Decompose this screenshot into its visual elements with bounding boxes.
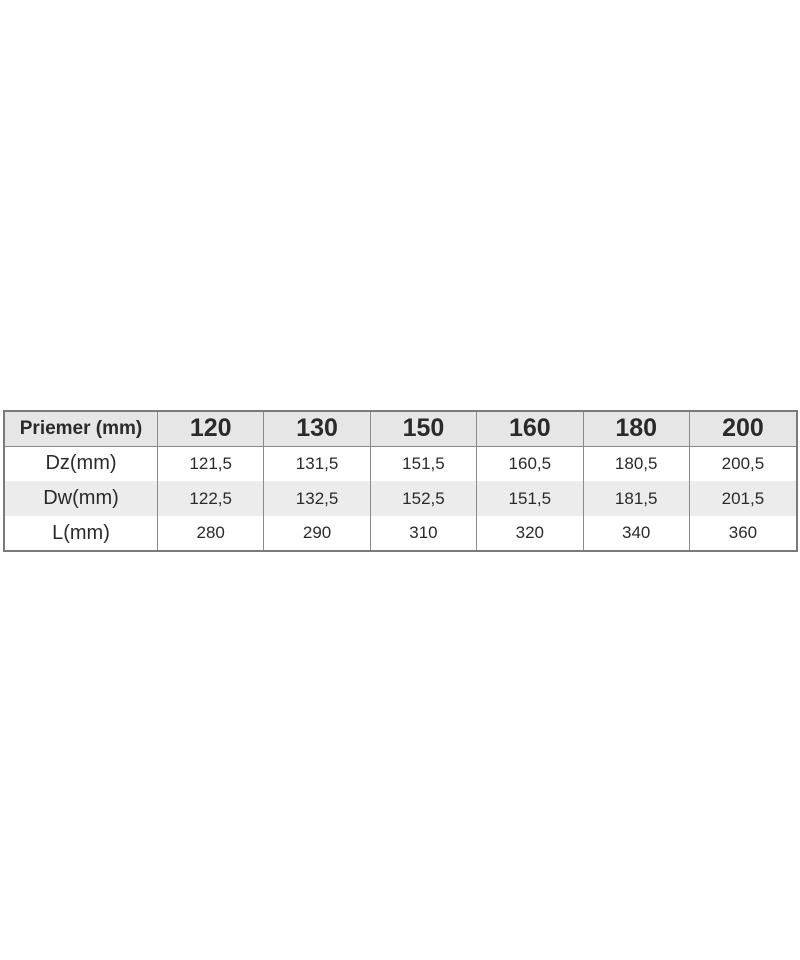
- table-cell: 340: [582, 516, 690, 551]
- table-cell: 310: [369, 516, 478, 551]
- header-cell: 200: [688, 411, 798, 447]
- table-cell: 152,5: [369, 481, 478, 516]
- table-cell: 320: [476, 516, 584, 551]
- table-cell: 151,5: [369, 446, 478, 481]
- table-cell: 280: [156, 516, 265, 551]
- table-cell: 180,5: [582, 446, 690, 481]
- table-cell: 360: [688, 516, 798, 551]
- header-cell: 180: [582, 411, 690, 447]
- table-cell: 122,5: [156, 481, 265, 516]
- table-cell: 131,5: [263, 446, 371, 481]
- header-cell: 160: [476, 411, 584, 447]
- table-cell: 121,5: [156, 446, 265, 481]
- header-cell: 120: [156, 411, 265, 447]
- table-cell: 290: [263, 516, 371, 551]
- table-row: Dz(mm) 121,5 131,5 151,5 160,5 180,5 200…: [3, 446, 798, 481]
- header-cell: Priemer (mm): [3, 411, 158, 447]
- table-cell: 181,5: [582, 481, 690, 516]
- table-cell: 132,5: [263, 481, 371, 516]
- row-label: Dz(mm): [3, 446, 158, 481]
- table-cell: 200,5: [688, 446, 798, 481]
- table-row: Dw(mm) 122,5 132,5 152,5 151,5 181,5 201…: [3, 481, 798, 516]
- header-cell: 130: [263, 411, 371, 447]
- dimensions-table: Priemer (mm) 120 130 150 160 180 200 Dz(…: [3, 410, 798, 552]
- row-label: Dw(mm): [3, 481, 158, 516]
- header-row: Priemer (mm) 120 130 150 160 180 200: [3, 411, 798, 447]
- row-label: L(mm): [3, 516, 158, 551]
- table-cell: 160,5: [476, 446, 584, 481]
- table-cell: 151,5: [476, 481, 584, 516]
- table-row: L(mm) 280 290 310 320 340 360: [3, 516, 798, 551]
- header-cell: 150: [369, 411, 478, 447]
- table-cell: 201,5: [688, 481, 798, 516]
